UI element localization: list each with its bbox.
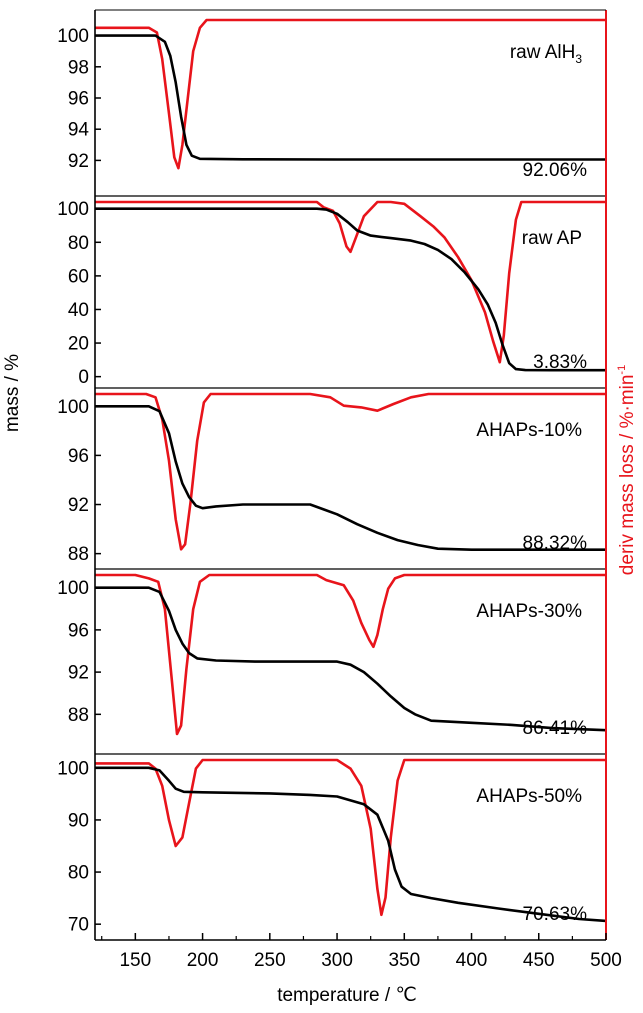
y-tick-label: 60 (68, 266, 89, 287)
panel-label-subscript: 3 (575, 52, 582, 66)
secondary-y-axis-title-text: deriv mass loss / %·min (617, 375, 638, 576)
secondary-y-axis-title-superscript: -1 (616, 365, 628, 375)
panel-label: AHAPs-30% (476, 601, 582, 622)
panel-4: 100 96 92 88 AHAPs-30% 86.41% (57, 573, 607, 739)
panel-label-text: AHAPs-50% (476, 786, 582, 807)
panel-label-text: AHAPs-30% (476, 601, 582, 622)
deriv-curve-panel-3 (95, 392, 606, 551)
panel-2: 100 80 60 40 20 0 raw AP 3.83% (57, 199, 606, 388)
axes-layer: 150 200 250 300 350 400 450 500 (94, 9, 622, 971)
deriv-curve-panel-1 (95, 18, 606, 170)
y-tick-label: 70 (68, 915, 89, 936)
panel-label: raw AlH3 (510, 42, 582, 66)
x-axis-title: temperature / ℃ (277, 985, 417, 1006)
y-axis-title: mass / % (2, 354, 23, 432)
deriv-curve-panel-4 (95, 573, 606, 736)
panel-label-text: raw AlH (510, 42, 575, 63)
y-tick-label: 94 (68, 120, 90, 141)
y-tick-label: 88 (68, 705, 89, 726)
y-tick-label: 100 (57, 26, 89, 47)
y-tick-label: 20 (68, 334, 89, 355)
final-mass-label: 92.06% (523, 160, 588, 181)
final-mass-label: 70.63% (523, 904, 588, 925)
y-tick-label: 100 (57, 758, 89, 779)
panels-layer: 100 98 96 94 92 raw AlH3 92.06% 100 80 60 40 20 0 raw… (57, 18, 607, 936)
mass-curve-panel-5 (95, 766, 607, 923)
y-tick-label: 98 (68, 57, 89, 78)
y-tick-label: 92 (68, 663, 89, 684)
y-tick-label: 80 (68, 233, 89, 254)
final-mass-label: 88.32% (523, 533, 588, 554)
panel-label: AHAPs-50% (476, 786, 582, 807)
deriv-curve-panel-2 (95, 200, 606, 364)
x-tick-label: 150 (119, 950, 151, 971)
y-tick-label: 80 (68, 863, 89, 884)
panel-label-text: raw AP (522, 228, 582, 249)
panel-label: raw AP (522, 228, 582, 249)
y-tick-label: 92 (68, 495, 89, 516)
y-tick-label: 96 (68, 620, 89, 641)
mass-curve-panel-4 (95, 586, 607, 732)
panel-5: 100 90 80 70 AHAPs-50% 70.63% (57, 758, 607, 936)
y-tick-label: 100 (57, 199, 89, 220)
y-tick-label: 96 (68, 446, 89, 467)
x-tick-label: 400 (456, 950, 488, 971)
x-tick-label: 500 (590, 950, 622, 971)
panel-1: 100 98 96 94 92 raw AlH3 92.06% (57, 18, 606, 181)
y-tick-label: 90 (68, 810, 89, 831)
y-tick-label: 92 (68, 151, 89, 172)
y-tick-label: 0 (78, 367, 89, 388)
final-mass-label: 86.41% (523, 718, 588, 739)
x-tick-label: 250 (254, 950, 286, 971)
mass-curve-panel-1 (95, 34, 606, 161)
final-mass-label: 3.83% (533, 352, 587, 373)
y-tick-label: 96 (68, 89, 89, 110)
x-tick-label: 350 (388, 950, 420, 971)
y-tick-label: 88 (68, 544, 89, 565)
y-tick-label: 40 (68, 300, 89, 321)
y-tick-label: 100 (57, 578, 89, 599)
panel-3: 100 96 92 88 AHAPs-10% 88.32% (57, 392, 606, 565)
mass-curve-panel-3 (95, 405, 606, 551)
x-tick-label: 300 (321, 950, 353, 971)
deriv-curve-panel-5 (95, 758, 606, 917)
x-tick-label: 200 (187, 950, 219, 971)
panel-label: AHAPs-10% (476, 420, 582, 441)
y-tick-label: 100 (57, 397, 89, 418)
mass-curve-panel-2 (95, 207, 606, 372)
x-tick-label: 450 (523, 950, 555, 971)
secondary-y-axis-title: deriv mass loss / %·min-1 (616, 365, 638, 575)
panel-label-text: AHAPs-10% (476, 420, 582, 441)
